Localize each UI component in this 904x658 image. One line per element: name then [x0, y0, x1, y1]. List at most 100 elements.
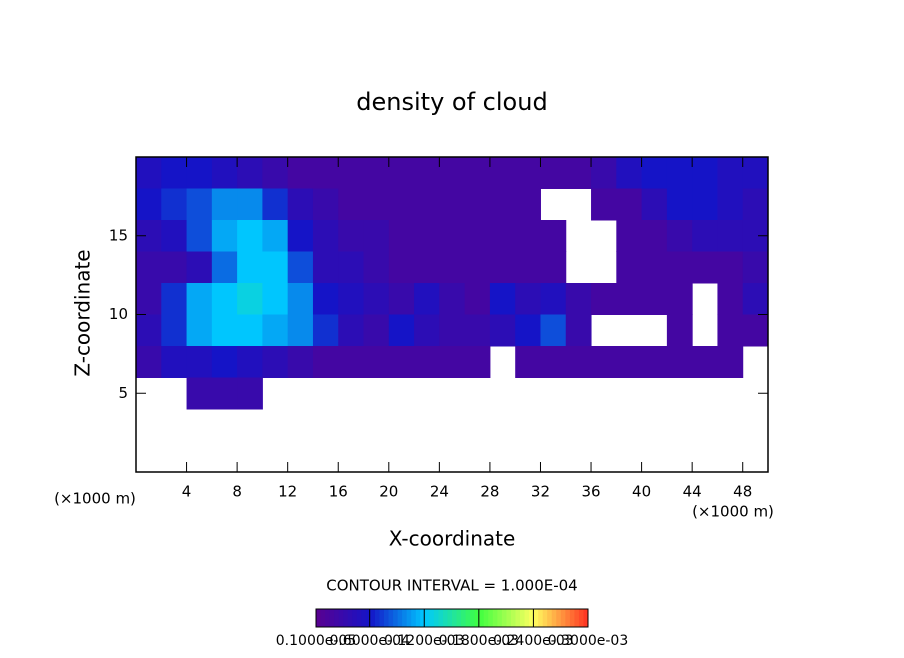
heat-cell	[363, 346, 390, 378]
heat-cell	[591, 157, 617, 189]
colorbar-swatch	[347, 609, 353, 627]
x-tick-label: 20	[379, 483, 398, 501]
colorbar-swatch	[524, 609, 530, 627]
heat-cell	[363, 251, 390, 284]
colorbar-swatch	[384, 609, 390, 627]
heat-cell	[388, 283, 415, 315]
colorbar-tick-label: 0.1800e-03	[439, 633, 519, 649]
heat-cell	[742, 283, 769, 315]
x-tick-label: 24	[430, 483, 449, 501]
colorbar-swatch	[356, 609, 362, 627]
heat-cell	[439, 220, 466, 252]
colorbar-swatch	[343, 609, 349, 627]
heat-cell	[312, 157, 339, 189]
heat-cell	[237, 157, 263, 189]
heat-cell	[414, 346, 440, 378]
x-tick-label: 32	[531, 483, 550, 501]
heat-cell	[565, 346, 592, 378]
heat-cell	[136, 251, 162, 284]
heat-cell	[262, 157, 289, 189]
heat-cell	[742, 314, 769, 347]
heat-cell	[692, 188, 718, 221]
heat-cell	[692, 346, 718, 378]
heat-cell	[287, 346, 314, 378]
colorbar-swatch	[506, 609, 512, 627]
colorbar-tick-label: 0.1000e-05	[276, 633, 356, 649]
heat-cell	[439, 188, 466, 221]
heat-cell	[591, 346, 617, 378]
heat-cell	[287, 283, 314, 315]
colorbar-swatch	[479, 609, 485, 627]
heat-cell	[464, 157, 491, 189]
heat-cell	[742, 157, 769, 189]
heat-cell	[338, 157, 365, 189]
heat-cell	[338, 251, 365, 284]
heat-cell	[717, 346, 744, 378]
heat-cell	[717, 314, 744, 347]
heat-cell	[338, 220, 365, 252]
colorbar-swatch	[474, 609, 480, 627]
colorbar-swatch	[560, 609, 566, 627]
heat-cell	[641, 251, 668, 284]
heat-cell	[489, 157, 516, 189]
heat-cell	[363, 157, 390, 189]
colorbar-swatch	[429, 609, 435, 627]
colorbar-swatch	[447, 609, 453, 627]
heat-cell	[186, 377, 213, 410]
heat-cell	[237, 314, 263, 347]
heat-cell	[742, 251, 769, 284]
colorbar-swatch	[370, 609, 376, 627]
x-tick-label: 4	[182, 483, 192, 501]
colorbar-swatch	[470, 609, 476, 627]
heat-cell	[489, 283, 516, 315]
heat-cell	[666, 157, 693, 189]
heat-cell	[439, 314, 466, 347]
x-tick-label: 36	[581, 483, 600, 501]
colorbar-swatch	[374, 609, 380, 627]
heat-cell	[439, 157, 466, 189]
colorbar-swatch	[361, 609, 367, 627]
colorbar-swatch	[433, 609, 439, 627]
heat-cell	[616, 188, 643, 221]
colorbar-swatch	[569, 609, 575, 627]
heat-cell	[414, 157, 440, 189]
heat-cell	[540, 346, 567, 378]
colorbar-swatch	[442, 609, 448, 627]
heat-cell	[211, 157, 238, 189]
heat-cell	[489, 251, 516, 284]
heat-cell	[515, 251, 541, 284]
colorbar-swatch	[334, 609, 340, 627]
heat-cell	[287, 157, 314, 189]
colorbar-tick-label: 0.3000e-03	[548, 633, 628, 649]
heat-cell	[464, 283, 491, 315]
colorbar-swatch	[406, 609, 412, 627]
heat-cell	[338, 314, 365, 347]
colorbar-swatch	[578, 609, 584, 627]
heat-cell	[666, 314, 693, 347]
colorbar-swatch	[520, 609, 526, 627]
heat-cell	[414, 251, 440, 284]
heat-cell	[211, 346, 238, 378]
heat-cell	[363, 220, 390, 252]
x-tick-label: 16	[329, 483, 348, 501]
heat-cell	[414, 188, 440, 221]
heat-cell	[186, 314, 213, 347]
heat-cell	[565, 283, 592, 315]
heat-cell	[489, 220, 516, 252]
heat-cell	[237, 188, 263, 221]
colorbar-swatch	[388, 609, 394, 627]
heat-cell	[388, 251, 415, 284]
heat-cell	[388, 314, 415, 347]
heat-cell	[136, 188, 162, 221]
colorbar-tick-label: 0.1200e-03	[384, 633, 464, 649]
colorbar-swatch	[320, 609, 326, 627]
colorbar-swatch	[329, 609, 335, 627]
heat-cell	[262, 188, 289, 221]
heat-cell	[161, 251, 188, 284]
colorbar-swatch	[338, 609, 344, 627]
colorbar-swatch	[397, 609, 403, 627]
heat-cell	[262, 346, 289, 378]
heat-cell	[515, 220, 541, 252]
colorbar-swatch	[393, 609, 399, 627]
